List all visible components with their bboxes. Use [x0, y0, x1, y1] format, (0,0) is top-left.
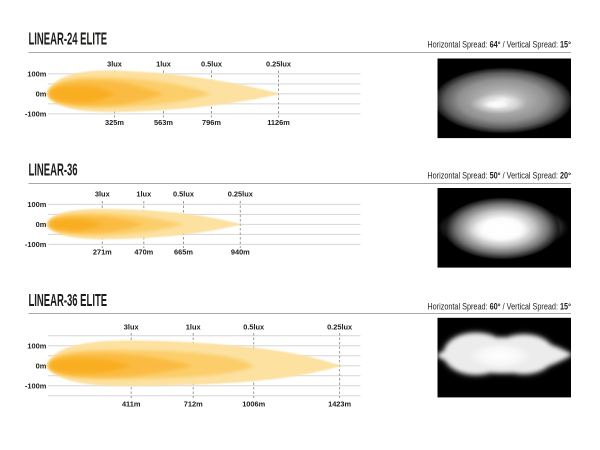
- svg-text:100m: 100m: [27, 200, 46, 209]
- svg-text:1006m: 1006m: [242, 400, 265, 409]
- svg-text:0.25lux: 0.25lux: [266, 60, 292, 69]
- svg-text:Horizontal Spread: 60° / Ver: Horizontal Spread: 60° / Vertical Spread…: [427, 300, 571, 311]
- svg-text:940m: 940m: [231, 248, 250, 257]
- svg-text:-100m: -100m: [25, 240, 47, 249]
- svg-text:100m: 100m: [27, 69, 46, 78]
- svg-text:0.25lux: 0.25lux: [228, 190, 254, 199]
- svg-text:Horizontal Spread: 50° / Ver: Horizontal Spread: 50° / Vertical Spread…: [427, 169, 571, 180]
- svg-text:0m: 0m: [36, 89, 47, 98]
- svg-text:1lux: 1lux: [186, 322, 202, 331]
- svg-text:1423m: 1423m: [328, 400, 351, 409]
- svg-text:0.5lux: 0.5lux: [243, 322, 265, 331]
- svg-text:796m: 796m: [202, 118, 221, 127]
- svg-text:100m: 100m: [27, 341, 46, 350]
- svg-text:411m: 411m: [122, 400, 141, 409]
- svg-text:271m: 271m: [93, 248, 112, 257]
- svg-text:0.25lux: 0.25lux: [327, 322, 353, 331]
- svg-text:0.5lux: 0.5lux: [201, 60, 223, 69]
- svg-text:LINEAR-24 ELITE: LINEAR-24 ELITE: [29, 29, 108, 49]
- svg-text:665m: 665m: [174, 248, 193, 257]
- svg-text:-100m: -100m: [25, 109, 47, 118]
- svg-text:0m: 0m: [36, 361, 47, 370]
- svg-text:0m: 0m: [36, 220, 47, 229]
- svg-text:3lux: 3lux: [124, 322, 140, 331]
- svg-text:Horizontal Spread: 64° / Ver: Horizontal Spread: 64° / Vertical Spread…: [427, 38, 571, 49]
- svg-text:1lux: 1lux: [156, 60, 172, 69]
- svg-text:0.5lux: 0.5lux: [173, 190, 195, 199]
- svg-text:3lux: 3lux: [95, 190, 111, 199]
- svg-text:1126m: 1126m: [267, 118, 290, 127]
- svg-text:712m: 712m: [184, 400, 203, 409]
- svg-text:LINEAR-36: LINEAR-36: [29, 160, 78, 180]
- svg-text:470m: 470m: [134, 248, 153, 257]
- svg-text:-100m: -100m: [25, 381, 47, 390]
- svg-text:1lux: 1lux: [136, 190, 152, 199]
- svg-text:3lux: 3lux: [107, 60, 123, 69]
- svg-text:LINEAR-36 ELITE: LINEAR-36 ELITE: [29, 291, 108, 311]
- svg-text:563m: 563m: [154, 118, 173, 127]
- svg-text:325m: 325m: [105, 118, 124, 127]
